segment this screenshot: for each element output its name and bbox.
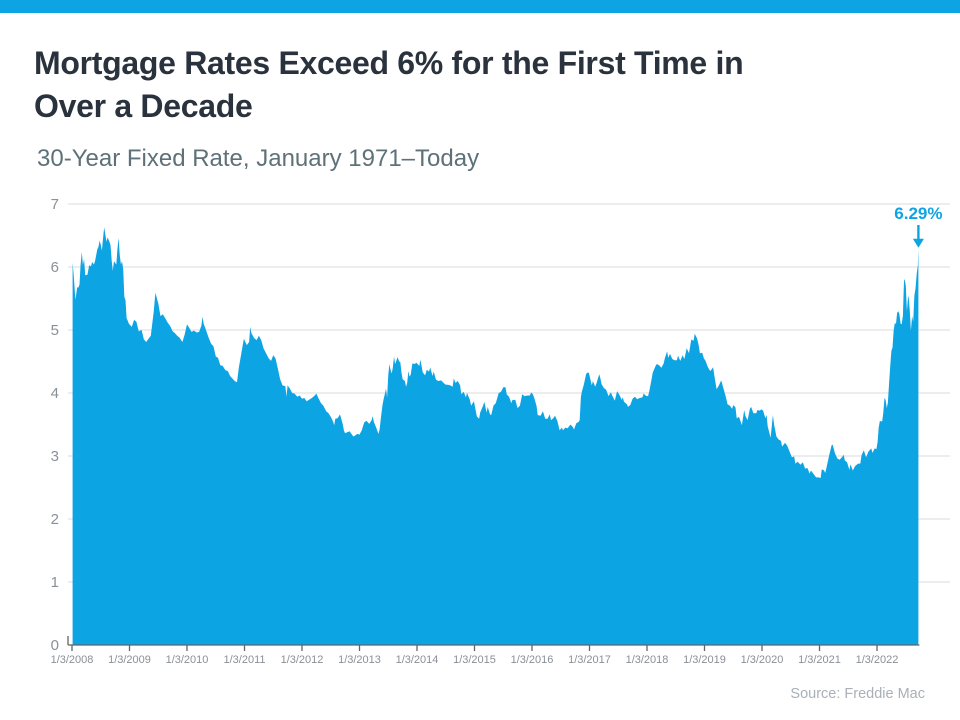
svg-text:1/3/2017: 1/3/2017 (568, 654, 611, 666)
svg-text:1/3/2020: 1/3/2020 (741, 654, 784, 666)
svg-text:4: 4 (51, 385, 59, 402)
svg-text:1/3/2008: 1/3/2008 (51, 654, 94, 666)
svg-text:1/3/2010: 1/3/2010 (166, 654, 209, 666)
svg-text:5: 5 (51, 322, 59, 339)
svg-text:1/3/2016: 1/3/2016 (511, 654, 554, 666)
svg-text:0: 0 (51, 637, 59, 654)
svg-text:7: 7 (51, 196, 59, 213)
peak-annotation-arrow-icon (912, 225, 924, 248)
svg-text:2: 2 (51, 511, 59, 528)
svg-text:1/3/2012: 1/3/2012 (281, 654, 324, 666)
source-label: Source: Freddie Mac (790, 686, 925, 702)
top-accent-bar (0, 0, 960, 13)
x-axis (67, 636, 920, 651)
svg-text:1/3/2014: 1/3/2014 (396, 654, 439, 666)
mortgage-rate-area-chart: 1/3/2008 1/3/2009 1/3/2010 1/3/2011 1/3/2012… (51, 196, 950, 666)
svg-text:1/3/2011: 1/3/2011 (223, 654, 265, 666)
svg-text:1: 1 (51, 574, 59, 591)
rate-area-series (72, 227, 919, 646)
page-title-line-2: Over a Decade (34, 88, 253, 124)
page-title-line-1: Mortgage Rates Exceed 6% for the First T… (34, 45, 744, 81)
peak-annotation-label: 6.29% (894, 204, 942, 223)
svg-text:3: 3 (51, 448, 59, 465)
page-title: Mortgage Rates Exceed 6% for the First T… (34, 42, 924, 128)
x-axis-labels: 1/3/2008 1/3/2009 1/3/2010 1/3/2011 1/3/2012… (51, 654, 899, 666)
y-axis-labels: 0 1 2 3 4 5 6 7 (51, 196, 59, 654)
svg-text:1/3/2013: 1/3/2013 (338, 654, 381, 666)
svg-text:1/3/2022: 1/3/2022 (856, 654, 899, 666)
svg-text:1/3/2018: 1/3/2018 (626, 654, 669, 666)
chart-subtitle: 30-Year Fixed Rate, January 1971–Today (37, 145, 480, 172)
svg-text:1/3/2015: 1/3/2015 (453, 654, 496, 666)
svg-text:6: 6 (51, 259, 59, 276)
svg-text:1/3/2019: 1/3/2019 (683, 654, 726, 666)
svg-text:1/3/2021: 1/3/2021 (798, 654, 841, 666)
svg-text:1/3/2009: 1/3/2009 (108, 654, 151, 666)
